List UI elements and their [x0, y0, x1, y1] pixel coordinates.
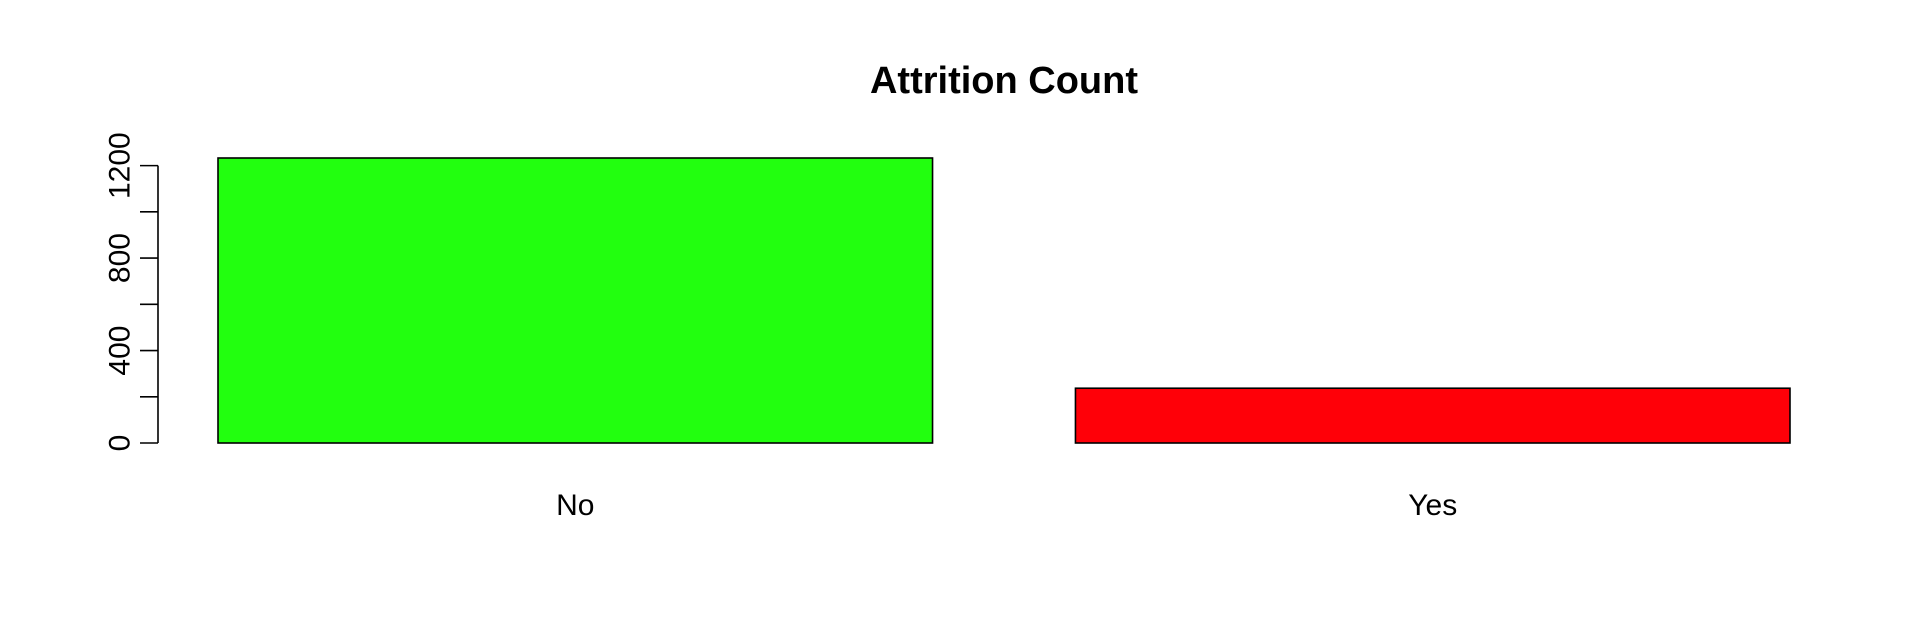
bar-no: [217, 157, 934, 444]
category-label-no: No: [556, 489, 594, 522]
bar-yes: [1074, 387, 1791, 444]
category-labels: No Yes: [556, 489, 1457, 522]
y-tick-label: 1200: [104, 132, 137, 199]
bars-group: [217, 157, 1791, 444]
chart-title: Attrition Count: [870, 60, 1138, 102]
category-label-yes: Yes: [1408, 489, 1457, 522]
y-tick-label: 0: [104, 435, 137, 452]
y-axis: 0 400 800 1200: [104, 132, 159, 451]
y-tick-label: 400: [104, 326, 137, 376]
y-tick-label: 800: [104, 233, 137, 283]
